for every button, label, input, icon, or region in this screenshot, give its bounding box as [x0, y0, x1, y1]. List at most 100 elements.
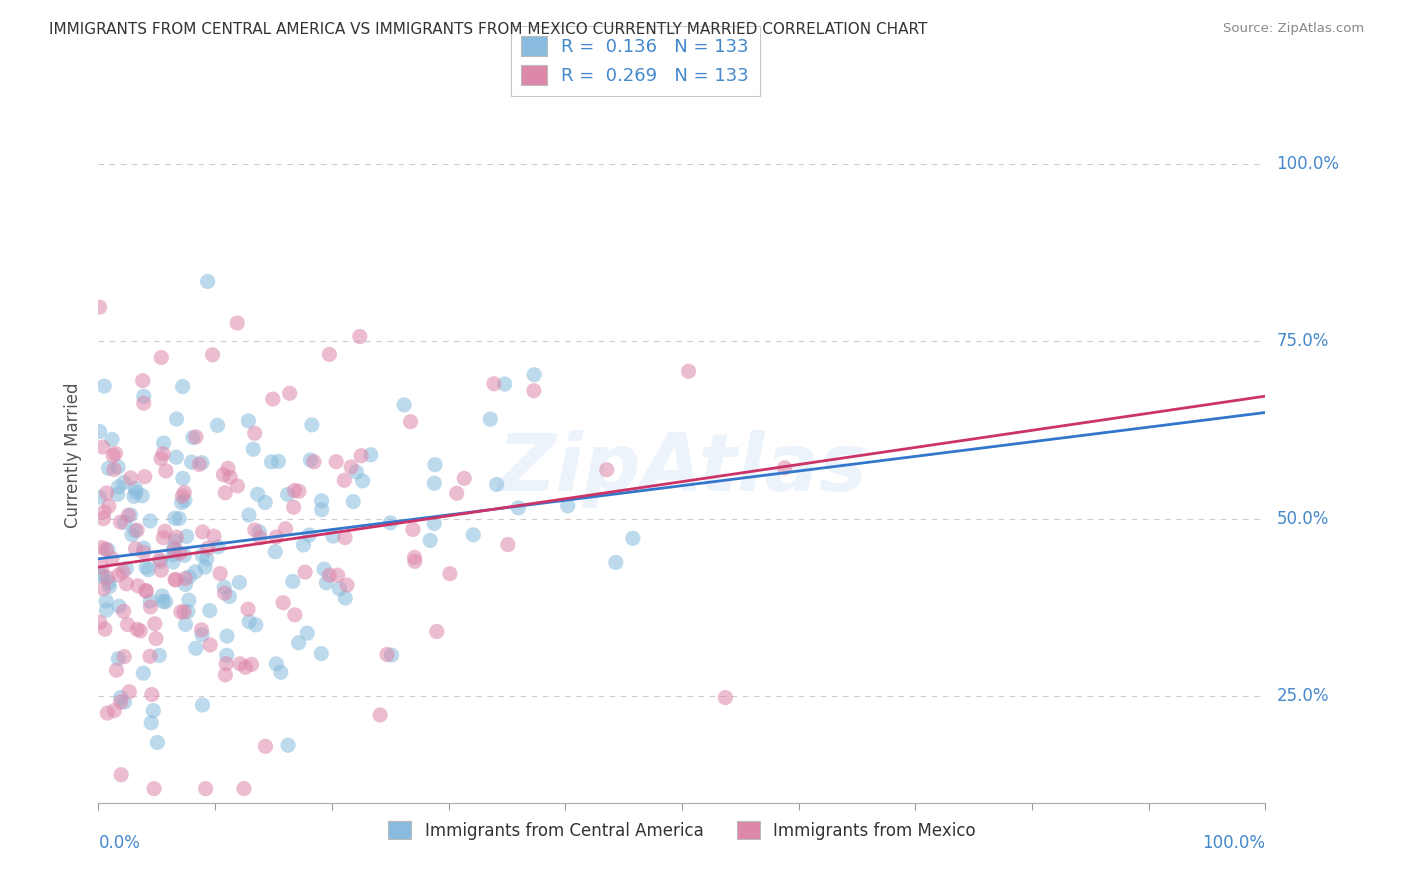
Point: [283, 500, 305, 515]
Point: [165, 530, 187, 544]
Point: [135, 583, 157, 598]
Point: [176, 529, 198, 543]
Point: [207, 418, 229, 433]
Point: [228, 575, 250, 590]
Text: 0.0%: 0.0%: [98, 834, 141, 852]
Point: [91, 568, 114, 582]
Point: [125, 485, 148, 500]
Point: [108, 599, 131, 614]
Point: [482, 376, 505, 391]
Point: [172, 489, 194, 503]
Point: [453, 471, 475, 485]
Text: IMMIGRANTS FROM CENTRAL AMERICA VS IMMIGRANTS FROM MEXICO CURRENTLY MARRIED CORR: IMMIGRANTS FROM CENTRAL AMERICA VS IMMIG…: [49, 22, 928, 37]
Point: [238, 414, 260, 428]
Point: [523, 368, 546, 382]
Point: [139, 649, 162, 664]
Point: [254, 495, 277, 509]
Point: [90, 541, 112, 555]
Point: [148, 648, 170, 663]
Point: [242, 442, 264, 457]
Point: [105, 663, 128, 677]
Point: [172, 379, 194, 393]
Point: [399, 415, 422, 429]
Point: [142, 704, 165, 718]
Text: Source: ZipAtlas.com: Source: ZipAtlas.com: [1223, 22, 1364, 36]
Point: [350, 449, 373, 463]
Point: [132, 389, 155, 403]
Point: [139, 514, 162, 528]
Point: [404, 550, 426, 565]
Point: [214, 485, 236, 500]
Point: [135, 584, 157, 599]
Text: 100.0%: 100.0%: [1202, 834, 1265, 852]
Point: [773, 460, 796, 475]
Point: [143, 781, 166, 796]
Point: [188, 458, 211, 472]
Point: [117, 508, 139, 523]
Point: [245, 618, 267, 632]
Text: 75.0%: 75.0%: [1277, 333, 1329, 351]
Point: [596, 463, 619, 477]
Point: [247, 524, 270, 539]
Point: [152, 594, 174, 608]
Point: [166, 412, 188, 426]
Point: [101, 449, 124, 463]
Point: [243, 523, 266, 537]
Point: [342, 494, 364, 508]
Point: [311, 502, 333, 516]
Point: [149, 555, 172, 569]
Point: [138, 563, 160, 577]
Point: [194, 560, 217, 574]
Point: [446, 486, 468, 500]
Point: [184, 565, 207, 579]
Point: [214, 668, 236, 682]
Point: [90, 560, 112, 574]
Point: [215, 648, 238, 663]
Point: [131, 489, 153, 503]
Point: [621, 531, 644, 545]
Point: [212, 580, 235, 594]
Point: [155, 595, 177, 609]
Point: [190, 623, 212, 637]
Point: [198, 638, 221, 652]
Point: [165, 533, 187, 548]
Point: [111, 565, 134, 579]
Point: [172, 471, 194, 485]
Point: [162, 541, 184, 556]
Point: [249, 531, 271, 545]
Point: [254, 739, 277, 754]
Point: [103, 462, 125, 476]
Point: [375, 648, 398, 662]
Point: [97, 571, 120, 585]
Point: [260, 455, 283, 469]
Point: [110, 695, 132, 709]
Point: [132, 374, 155, 388]
Point: [132, 396, 155, 410]
Point: [277, 738, 299, 752]
Point: [143, 616, 166, 631]
Point: [145, 632, 167, 646]
Point: [94, 622, 117, 636]
Point: [162, 555, 184, 569]
Point: [325, 455, 347, 469]
Point: [311, 647, 333, 661]
Point: [101, 551, 124, 566]
Point: [167, 511, 190, 525]
Point: [202, 529, 225, 543]
Point: [107, 480, 129, 494]
Point: [141, 715, 163, 730]
Point: [177, 593, 200, 607]
Point: [333, 473, 356, 487]
Point: [235, 660, 257, 674]
Point: [117, 617, 139, 632]
Point: [184, 641, 207, 656]
Point: [165, 450, 187, 465]
Point: [352, 474, 374, 488]
Point: [94, 594, 117, 608]
Point: [194, 781, 217, 796]
Point: [322, 529, 344, 543]
Point: [163, 573, 186, 587]
Point: [463, 528, 485, 542]
Point: [283, 483, 305, 498]
Point: [335, 591, 357, 605]
